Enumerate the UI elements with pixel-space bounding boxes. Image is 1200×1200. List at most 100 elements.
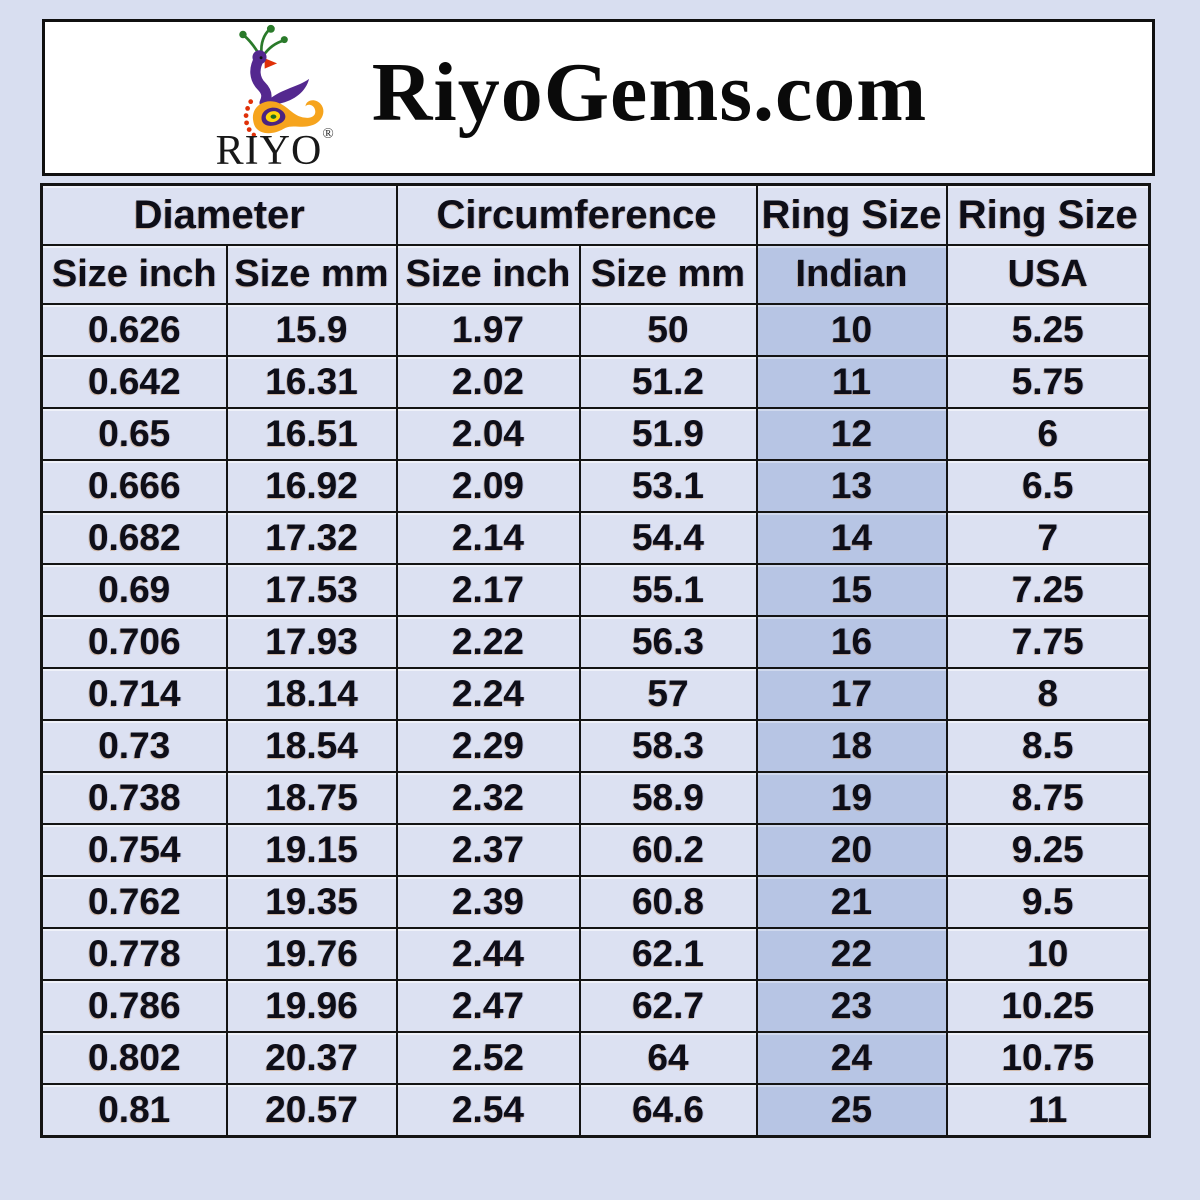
table-cell: 56.3: [578, 615, 758, 669]
sub-header-diameter-size-mm: Size mm: [225, 244, 398, 305]
table-cell: 2.37: [395, 823, 581, 877]
table-cell: 0.706: [40, 615, 228, 669]
table-cell: 25: [755, 1083, 948, 1138]
table-cell: 6.5: [945, 459, 1151, 513]
table-cell: 62.1: [578, 927, 758, 981]
table-cell: 16.51: [225, 407, 398, 461]
logo-wordmark: RIYO: [215, 128, 323, 174]
sub-header-indian: Indian: [755, 244, 948, 305]
table-cell: 13: [755, 459, 948, 513]
table-cell: 17: [755, 667, 948, 721]
registered-mark-icon: ®: [322, 126, 334, 142]
size-table-body: 0.626 15.9 1.97 50 10 5.25 0.642 16.31 2.02 51.2 1…: [40, 303, 1151, 1138]
table-cell: 17.53: [225, 563, 398, 617]
table-cell: 0.714: [40, 667, 228, 721]
group-header-ring-size-indian: Ring Size: [755, 183, 948, 246]
table-row: 0.642 16.31 2.02 51.2 11 5.75: [40, 355, 1151, 409]
table-cell: 0.69: [40, 563, 228, 617]
table-cell: 18: [755, 719, 948, 773]
table-cell: 60.8: [578, 875, 758, 929]
table-cell: 1.97: [395, 303, 581, 357]
table-cell: 20: [755, 823, 948, 877]
table-cell: 16.31: [225, 355, 398, 409]
table-cell: 0.786: [40, 979, 228, 1033]
table-cell: 2.17: [395, 563, 581, 617]
table-row: 0.802 20.37 2.52 64 24 10.75: [40, 1031, 1151, 1085]
table-cell: 18.54: [225, 719, 398, 773]
table-cell: 10.25: [945, 979, 1151, 1033]
table-cell: 60.2: [578, 823, 758, 877]
table-cell: 19.35: [225, 875, 398, 929]
table-row: 0.73 18.54 2.29 58.3 18 8.5: [40, 719, 1151, 773]
table-cell: 51.2: [578, 355, 758, 409]
table-cell: 51.9: [578, 407, 758, 461]
table-row: 0.738 18.75 2.32 58.9 19 8.75: [40, 771, 1151, 825]
group-header-row: Diameter Circumference Ring Size Ring Si…: [40, 183, 1151, 246]
table-cell: 2.44: [395, 927, 581, 981]
table-cell: 19.96: [225, 979, 398, 1033]
table-cell: 0.666: [40, 459, 228, 513]
table-cell: 6: [945, 407, 1151, 461]
table-cell: 2.14: [395, 511, 581, 565]
logo-wordmark-row: RIYO®: [215, 126, 334, 174]
table-cell: 24: [755, 1031, 948, 1085]
table-cell: 19.15: [225, 823, 398, 877]
table-cell: 64.6: [578, 1083, 758, 1138]
brand-header: RIYO® RiyoGems.com: [42, 19, 1155, 176]
table-cell: 15.9: [225, 303, 398, 357]
table-cell: 19.76: [225, 927, 398, 981]
table-row: 0.754 19.15 2.37 60.2 20 9.25: [40, 823, 1151, 877]
table-row: 0.626 15.9 1.97 50 10 5.25: [40, 303, 1151, 357]
table-cell: 0.802: [40, 1031, 228, 1085]
table-cell: 11: [755, 355, 948, 409]
table-row: 0.65 16.51 2.04 51.9 12 6: [40, 407, 1151, 461]
group-header-ring-size-usa: Ring Size: [945, 183, 1151, 246]
table-cell: 8.5: [945, 719, 1151, 773]
table-row: 0.706 17.93 2.22 56.3 16 7.75: [40, 615, 1151, 669]
group-header-diameter: Diameter: [40, 183, 398, 246]
table-cell: 5.25: [945, 303, 1151, 357]
table-cell: 0.81: [40, 1083, 228, 1138]
table-cell: 2.32: [395, 771, 581, 825]
sub-header-usa: USA: [945, 244, 1151, 305]
table-cell: 58.3: [578, 719, 758, 773]
table-row: 0.666 16.92 2.09 53.1 13 6.5: [40, 459, 1151, 513]
table-cell: 21: [755, 875, 948, 929]
table-cell: 53.1: [578, 459, 758, 513]
brand-title: RiyoGems.com: [371, 46, 928, 139]
table-cell: 0.778: [40, 927, 228, 981]
table-cell: 2.54: [395, 1083, 581, 1138]
table-cell: 0.682: [40, 511, 228, 565]
table-cell: 20.57: [225, 1083, 398, 1138]
table-cell: 9.25: [945, 823, 1151, 877]
table-cell: 2.52: [395, 1031, 581, 1085]
table-cell: 2.29: [395, 719, 581, 773]
peacock-icon: [238, 24, 324, 137]
table-cell: 2.04: [395, 407, 581, 461]
table-cell: 23: [755, 979, 948, 1033]
table-cell: 14: [755, 511, 948, 565]
table-row: 0.69 17.53 2.17 55.1 15 7.25: [40, 563, 1151, 617]
table-row: 0.778 19.76 2.44 62.1 22 10: [40, 927, 1151, 981]
table-cell: 5.75: [945, 355, 1151, 409]
table-cell: 8.75: [945, 771, 1151, 825]
table-cell: 64: [578, 1031, 758, 1085]
table-cell: 55.1: [578, 563, 758, 617]
table-cell: 2.47: [395, 979, 581, 1033]
table-cell: 0.626: [40, 303, 228, 357]
sub-header-diameter-size-inch: Size inch: [40, 244, 228, 305]
sub-header-circumference-size-mm: Size mm: [578, 244, 758, 305]
table-cell: 9.5: [945, 875, 1151, 929]
table-cell: 18.14: [225, 667, 398, 721]
table-cell: 19: [755, 771, 948, 825]
table-cell: 16: [755, 615, 948, 669]
table-cell: 2.39: [395, 875, 581, 929]
table-cell: 8: [945, 667, 1151, 721]
table-cell: 0.73: [40, 719, 228, 773]
sub-header-circumference-size-inch: Size inch: [395, 244, 581, 305]
table-cell: 22: [755, 927, 948, 981]
table-cell: 2.09: [395, 459, 581, 513]
group-header-circumference: Circumference: [395, 183, 758, 246]
table-cell: 20.37: [225, 1031, 398, 1085]
